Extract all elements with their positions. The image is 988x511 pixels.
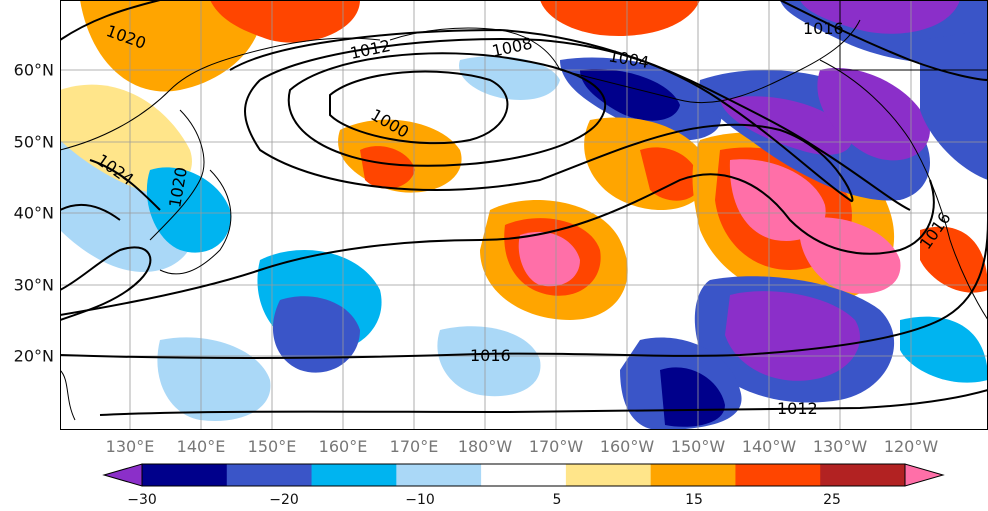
isobar-1004 (287, 52, 607, 167)
isobar-label: 1012 (777, 399, 818, 418)
latitude-label: 30°N (13, 275, 54, 295)
colorbar-tick-label: −30 (127, 492, 157, 508)
isobar-1020-left (60, 203, 121, 221)
longitude-label: 130°W (812, 437, 868, 456)
isobars (60, 0, 988, 416)
colorbar-cell (142, 464, 228, 486)
longitude-label: 150°E (247, 437, 297, 456)
colorbar-tick-label: 5 (552, 492, 562, 508)
longitude-label: 170°E (389, 437, 439, 456)
colorbar (102, 463, 945, 487)
colorbar-cell (565, 464, 652, 486)
colorbar-outline (141, 463, 906, 487)
colorbar-tick-label: −10 (405, 492, 435, 508)
isobar-1024 (89, 159, 161, 211)
colorbar-left-extension (102, 463, 143, 487)
map-gridlines (60, 0, 988, 430)
longitude-label: 120°W (883, 437, 939, 456)
latitude-label: 60°N (13, 60, 54, 80)
longitude-label: 150°W (670, 437, 726, 456)
colorbar-cell (481, 464, 567, 486)
colorbar-tick-label: −20 (269, 492, 299, 508)
colorbar-cell (735, 464, 821, 486)
longitude-label: 160°E (318, 437, 368, 456)
isobar-1016-mid (60, 219, 988, 359)
longitude-label: 140°W (741, 437, 797, 456)
isobar-1000 (329, 70, 509, 145)
isobar-1012-north (229, 28, 911, 211)
anomaly-map: 1020 1012 1008 1004 1016 1000 1024 1020 … (60, 0, 988, 430)
colorbar-cell (396, 464, 482, 486)
colorbar-right-extension (904, 463, 945, 487)
latitude-label: 50°N (13, 132, 54, 152)
isobar-upper-right (779, 0, 988, 81)
colorbar-cell (226, 464, 313, 486)
longitude-label: 160°W (599, 437, 655, 456)
isobar-1012-bottom (99, 389, 988, 416)
colorbar-tick-label: 25 (823, 492, 841, 508)
latitude-label: 40°N (13, 203, 54, 223)
isobar-1008 (244, 38, 854, 203)
isobar-mid (60, 246, 152, 321)
colorbar-cell (820, 464, 906, 486)
colorbar-cell (650, 464, 736, 486)
latitude-label: 20°N (13, 346, 54, 366)
isobar-label: 1016 (470, 346, 511, 365)
longitude-label: 170°W (528, 437, 584, 456)
isobar-1012-south (60, 173, 935, 316)
isobar-1020 (60, 0, 161, 41)
longitude-label: 180°W (457, 437, 513, 456)
colorbar-cell (311, 464, 397, 486)
longitude-label: 140°E (176, 437, 226, 456)
colorbar-tick-label: 15 (685, 492, 703, 508)
longitude-label: 130°E (105, 437, 155, 456)
isobar-label: 1016 (803, 19, 844, 38)
